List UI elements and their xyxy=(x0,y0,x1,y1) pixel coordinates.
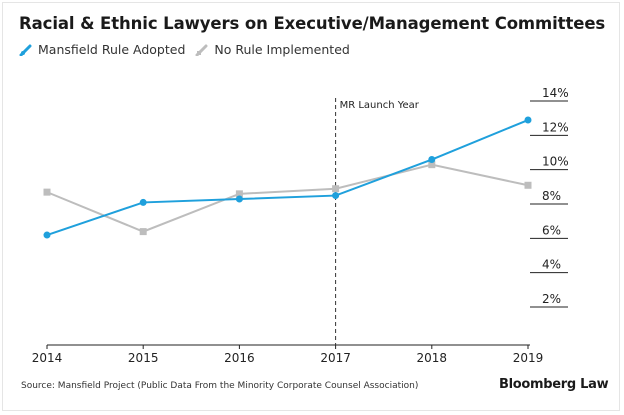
data-point-no-rule xyxy=(235,190,243,198)
diagonal-line-icon xyxy=(195,44,209,56)
data-point-mansfield xyxy=(332,192,340,200)
x-tick-label: 2016 xyxy=(224,351,255,365)
data-point-no-rule xyxy=(524,181,532,189)
data-point-no-rule xyxy=(43,188,51,196)
y-tick-label: 8% xyxy=(542,189,561,203)
data-point-mansfield xyxy=(524,116,532,124)
data-point-mansfield xyxy=(235,195,243,203)
chart-title: Racial & Ethnic Lawyers on Executive/Man… xyxy=(19,14,606,33)
data-point-no-rule xyxy=(139,228,147,236)
y-tick-label: 12% xyxy=(542,120,569,134)
legend-item-mansfield: Mansfield Rule Adopted xyxy=(19,42,185,57)
x-tick-label: 2018 xyxy=(417,351,448,365)
series-line-no-rule xyxy=(46,163,529,233)
data-point-no-rule xyxy=(332,185,340,193)
y-tick-label: 10% xyxy=(542,155,569,169)
x-tick-label: 2019 xyxy=(513,351,544,365)
legend-label-mansfield: Mansfield Rule Adopted xyxy=(38,42,186,57)
legend-label-no-rule: No Rule Implemented xyxy=(214,42,350,57)
chart-frame xyxy=(2,2,620,411)
data-point-mansfield xyxy=(428,156,436,164)
legend-item-no-rule: No Rule Implemented xyxy=(195,42,350,57)
x-tick-label: 2017 xyxy=(320,351,351,365)
data-point-mansfield xyxy=(43,231,51,239)
y-tick-label: 2% xyxy=(542,292,561,306)
legend: Mansfield Rule Adopted No Rule Implement… xyxy=(19,42,360,57)
x-tick-label: 2015 xyxy=(128,351,159,365)
data-point-mansfield xyxy=(139,198,147,206)
mr-launch-year-label: MR Launch Year xyxy=(340,100,420,111)
x-tick-label: 2014 xyxy=(32,351,63,365)
y-tick-label: 6% xyxy=(542,223,561,237)
y-tick-label: 4% xyxy=(542,258,561,272)
y-tick-label: 14% xyxy=(542,86,569,100)
source-note: Source: Mansfield Project (Public Data F… xyxy=(21,381,419,391)
diagonal-line-icon xyxy=(19,44,33,56)
series-line-mansfield xyxy=(46,119,529,236)
data-point-no-rule xyxy=(428,161,436,169)
brand-logo: Bloomberg Law xyxy=(499,377,609,392)
